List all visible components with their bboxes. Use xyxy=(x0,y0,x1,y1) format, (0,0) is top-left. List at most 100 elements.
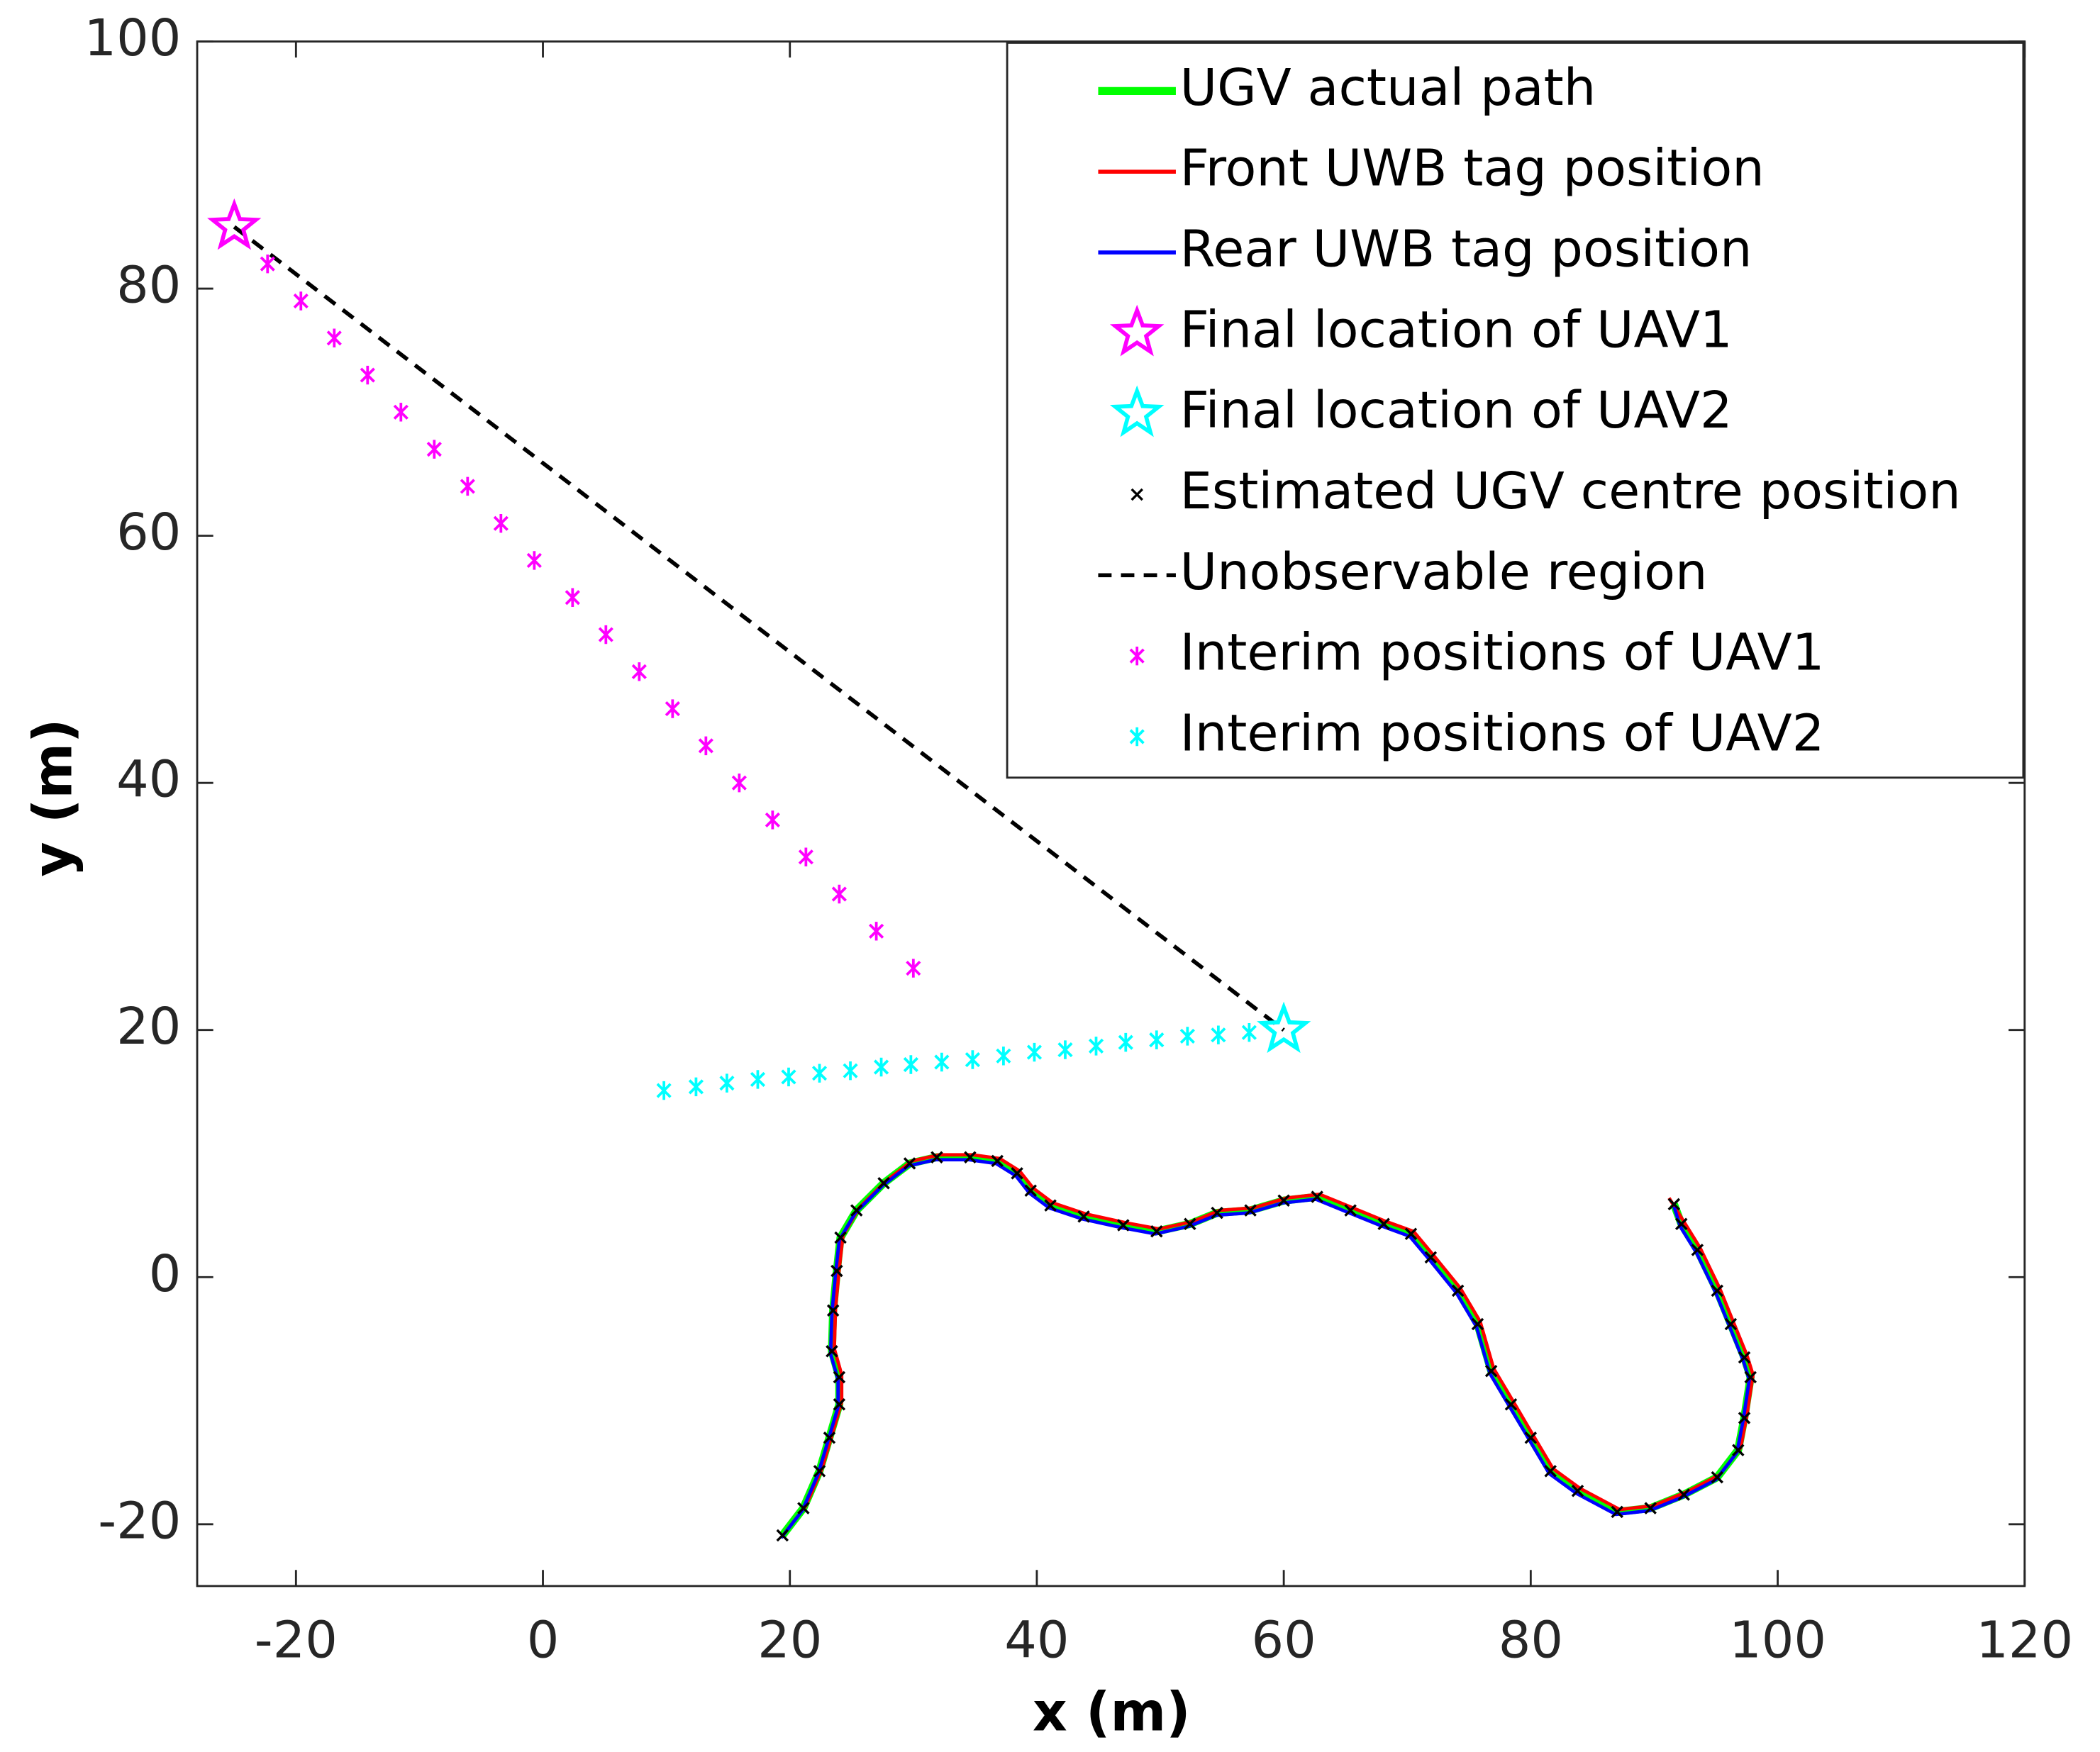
x-tick-label: 120 xyxy=(1976,1610,2073,1670)
asterisk-marker xyxy=(873,1057,889,1077)
x-marker xyxy=(1677,1488,1690,1501)
legend-box xyxy=(1006,41,2025,779)
asterisk-marker xyxy=(460,476,475,496)
asterisk-marker xyxy=(1057,1040,1073,1059)
x-marker xyxy=(1644,1502,1657,1514)
x-marker xyxy=(1011,1167,1023,1180)
asterisk-marker xyxy=(934,1052,950,1072)
asterisk-marker xyxy=(831,884,847,904)
asterisk-marker xyxy=(1149,1030,1165,1049)
x-marker xyxy=(1744,1371,1757,1384)
x-marker xyxy=(1424,1251,1438,1264)
asterisk-marker xyxy=(688,1077,704,1097)
x-marker xyxy=(991,1154,1004,1168)
x-marker xyxy=(1184,1217,1196,1231)
asterisk-marker xyxy=(631,662,647,681)
asterisk-marker xyxy=(903,1055,918,1074)
asterisk-marker xyxy=(996,1047,1011,1066)
asterisk-marker xyxy=(765,810,780,830)
y-tick-label: 20 xyxy=(116,996,181,1056)
x-marker xyxy=(1738,1351,1751,1364)
y-tick-label: -20 xyxy=(98,1490,181,1550)
x-tick-label: 40 xyxy=(1004,1610,1069,1670)
x-marker xyxy=(1711,1284,1723,1298)
x-marker xyxy=(930,1151,943,1164)
x-marker xyxy=(1611,1505,1623,1519)
x-marker xyxy=(850,1204,863,1217)
asterisk-marker xyxy=(1026,1042,1043,1062)
x-marker xyxy=(1451,1284,1465,1298)
legend-label: Front UWB tag position xyxy=(1180,138,1765,198)
star-marker xyxy=(207,198,262,250)
x-marker xyxy=(1044,1199,1057,1212)
x-marker xyxy=(1024,1184,1037,1198)
x-marker xyxy=(1674,1217,1688,1231)
x-marker xyxy=(1150,1225,1163,1238)
x-marker xyxy=(834,1231,847,1244)
x-marker xyxy=(1484,1364,1498,1378)
x-marker xyxy=(826,1345,838,1358)
x-marker xyxy=(830,1264,843,1278)
x-marker xyxy=(823,1432,836,1444)
legend-label: Interim positions of UAV1 xyxy=(1180,623,1825,682)
y-tick-label: 100 xyxy=(84,8,181,67)
x-tick-label: -20 xyxy=(255,1610,338,1670)
x-marker xyxy=(1724,1317,1738,1331)
y-tick-label: 80 xyxy=(116,255,181,315)
x-marker xyxy=(1732,1444,1745,1456)
x-marker xyxy=(776,1529,789,1542)
asterisk-marker xyxy=(843,1061,858,1081)
asterisk-marker xyxy=(426,440,442,459)
x-marker xyxy=(1344,1204,1357,1217)
x-marker xyxy=(833,1397,846,1411)
asterisk-marker xyxy=(326,328,342,347)
x-marker xyxy=(877,1177,890,1190)
x-tick-label: 60 xyxy=(1252,1610,1316,1670)
legend-swatch xyxy=(1109,304,1165,357)
x-marker xyxy=(1711,1471,1723,1484)
asterisk-marker xyxy=(965,1050,980,1069)
asterisk-marker xyxy=(1241,1022,1257,1042)
y-tick-label: 40 xyxy=(116,749,181,809)
x-marker xyxy=(1117,1219,1130,1232)
asterisk-marker xyxy=(665,699,680,718)
legend-swatch xyxy=(1109,385,1165,437)
asterisk-marker xyxy=(1179,1027,1195,1046)
legend-label: Final location of UAV2 xyxy=(1180,380,1733,440)
x-marker xyxy=(1471,1317,1484,1331)
asterisk-marker xyxy=(1118,1032,1133,1052)
x-marker xyxy=(1211,1206,1223,1220)
legend-label: Unobservable region xyxy=(1180,542,1708,601)
legend-label: Final location of UAV1 xyxy=(1180,299,1733,359)
asterisk-marker xyxy=(393,403,409,422)
x-axis-label: x (m) xyxy=(1033,1681,1191,1743)
x-marker xyxy=(1544,1465,1557,1478)
asterisk-marker xyxy=(811,1064,828,1083)
legend-label: Interim positions of UAV2 xyxy=(1180,703,1825,763)
asterisk-marker xyxy=(493,513,509,533)
star-marker xyxy=(1257,1001,1311,1054)
x-marker xyxy=(1504,1397,1518,1411)
x-marker xyxy=(813,1465,826,1478)
x-marker xyxy=(1404,1227,1418,1241)
legend-label: UGV actual path xyxy=(1180,57,1596,117)
asterisk-marker xyxy=(1088,1037,1104,1056)
x-marker xyxy=(1244,1204,1257,1217)
x-marker xyxy=(1738,1412,1751,1424)
asterisk-marker xyxy=(1211,1025,1226,1044)
x-tick-label: 100 xyxy=(1729,1610,1826,1670)
x-marker xyxy=(826,1304,840,1317)
asterisk-marker xyxy=(656,1081,672,1100)
asterisk-marker xyxy=(360,365,375,385)
asterisk-marker xyxy=(869,922,884,941)
x-marker xyxy=(903,1157,916,1170)
asterisk-marker xyxy=(731,773,747,793)
x-tick-label: 0 xyxy=(527,1610,560,1670)
legend-swatch xyxy=(1129,727,1145,747)
asterisk-marker xyxy=(798,847,813,866)
x-tick-label: 20 xyxy=(757,1610,822,1670)
asterisk-marker xyxy=(293,291,309,311)
y-tick-label: 0 xyxy=(149,1244,182,1303)
x-marker xyxy=(1691,1244,1704,1256)
asterisk-marker xyxy=(719,1073,735,1093)
